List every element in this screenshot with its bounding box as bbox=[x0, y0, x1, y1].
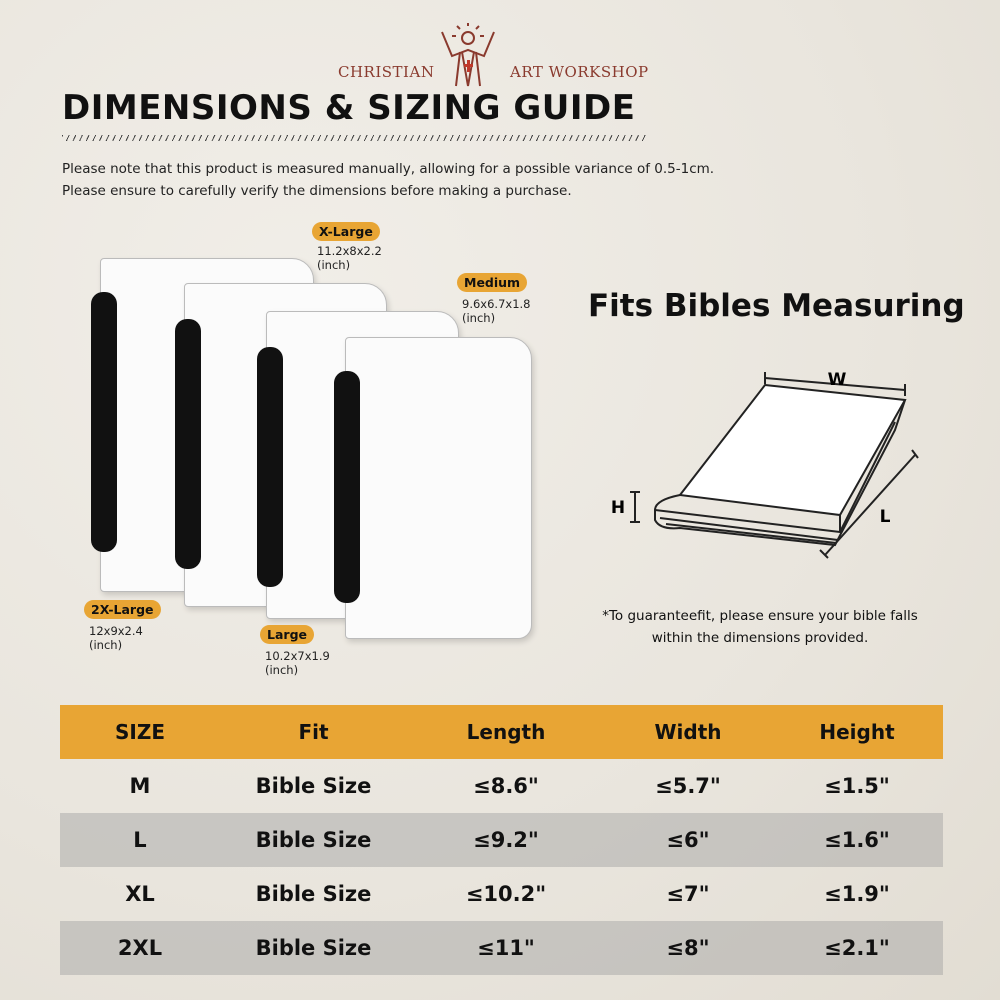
table-cell: M bbox=[129, 774, 151, 798]
size-badge: X-Large bbox=[312, 222, 380, 241]
table-cell: ≤11" bbox=[407, 921, 605, 975]
table-cell: ≤8" bbox=[605, 921, 771, 975]
table-cell: L bbox=[60, 813, 220, 867]
handle bbox=[257, 347, 283, 587]
table-cell: ≤10.2" bbox=[465, 882, 547, 906]
table-row: XL Bible Size ≤10.2" ≤7" ≤1.9" bbox=[60, 867, 943, 921]
table-cell: 2XL bbox=[60, 921, 220, 975]
fit-note-line: *To guaranteefit, please ensure your bib… bbox=[602, 608, 918, 624]
page-title: DIMENSIONS & SIZING GUIDE bbox=[62, 88, 636, 128]
brand-right: ART WORKSHOP bbox=[510, 63, 649, 81]
fit-note: *To guaranteefit, please ensure your bib… bbox=[575, 605, 945, 649]
size-table: SIZE Fit Length Width Height M Bible Size… bbox=[60, 705, 943, 975]
size-unit: (inch) bbox=[89, 638, 123, 652]
width-label: W bbox=[828, 370, 847, 390]
size-unit: (inch) bbox=[265, 663, 299, 677]
table-cell: XL bbox=[125, 882, 155, 906]
col-header: Fit bbox=[220, 705, 407, 759]
table-cell: ≤9.2" bbox=[407, 813, 605, 867]
table-row: M Bible Size ≤8.6" ≤5.7" ≤1.5" bbox=[60, 759, 943, 813]
length-label: L bbox=[880, 507, 891, 527]
table-cell: ≤8.6" bbox=[473, 774, 539, 798]
fits-heading: Fits Bibles Measuring bbox=[588, 288, 965, 324]
table-cell: ≤1.6" bbox=[771, 813, 943, 867]
col-header: SIZE bbox=[60, 705, 220, 759]
table-header: SIZE Fit Length Width Height bbox=[60, 705, 943, 759]
col-header: Length bbox=[407, 705, 605, 759]
table-cell: Bible Size bbox=[220, 813, 407, 867]
size-unit: (inch) bbox=[317, 258, 351, 272]
table-cell: ≤7" bbox=[666, 882, 710, 906]
table-row: 2XL Bible Size ≤11" ≤8" ≤2.1" bbox=[60, 921, 943, 975]
bible-dimension-diagram: W H L bbox=[611, 370, 919, 559]
handle bbox=[175, 319, 201, 569]
size-dims: 10.2x7x1.9 bbox=[265, 649, 330, 663]
size-dims: 11.2x8x2.2 bbox=[317, 244, 382, 258]
bible-cover-medium bbox=[334, 337, 532, 639]
table-cell: Bible Size bbox=[255, 774, 372, 798]
table-cell: ≤5.7" bbox=[655, 774, 721, 798]
table-cell: ≤1.5" bbox=[824, 774, 890, 798]
size-badge: Medium bbox=[457, 273, 528, 292]
table-cell: ≤6" bbox=[605, 813, 771, 867]
size-label-medium: Medium 9.6x6.7x1.8 (inch) bbox=[457, 272, 530, 325]
table-cell: Bible Size bbox=[220, 921, 407, 975]
size-badge: 2X-Large bbox=[84, 600, 161, 619]
col-header: Width bbox=[605, 705, 771, 759]
size-unit: (inch) bbox=[462, 311, 496, 325]
brand-left: CHRISTIAN bbox=[338, 63, 435, 81]
logo-figure-icon bbox=[441, 23, 495, 87]
fit-note-line: within the dimensions provided. bbox=[651, 630, 869, 646]
size-label-xl: X-Large 11.2x8x2.2 (inch) bbox=[312, 221, 382, 272]
size-label-large: Large 10.2x7x1.9 (inch) bbox=[260, 624, 330, 677]
table-row: L Bible Size ≤9.2" ≤6" ≤1.6" bbox=[60, 813, 943, 867]
table-cell: Bible Size bbox=[255, 882, 372, 906]
table-cell: ≤2.1" bbox=[771, 921, 943, 975]
height-label: H bbox=[611, 498, 625, 518]
note-line: Please note that this product is measure… bbox=[62, 161, 715, 177]
size-badge: Large bbox=[260, 625, 314, 644]
size-dims: 9.6x6.7x1.8 bbox=[462, 297, 531, 311]
col-header: Height bbox=[771, 705, 943, 759]
table-cell: ≤1.9" bbox=[824, 882, 890, 906]
size-dims: 12x9x2.4 bbox=[89, 624, 143, 638]
size-label-2xl: 2X-Large 12x9x2.4 (inch) bbox=[84, 599, 161, 652]
note-line: Please ensure to carefully verify the di… bbox=[62, 183, 572, 199]
handle bbox=[91, 292, 117, 552]
divider bbox=[62, 135, 647, 141]
handle bbox=[334, 371, 360, 603]
